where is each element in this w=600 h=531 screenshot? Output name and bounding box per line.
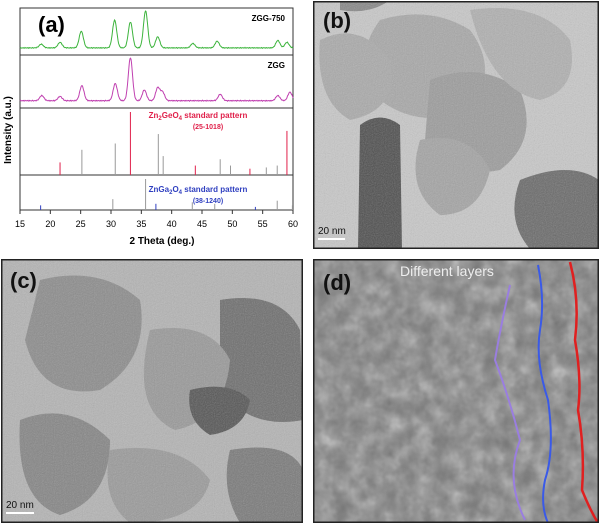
plot-frame bbox=[19, 7, 294, 211]
x-tick-label: 25 bbox=[76, 219, 86, 229]
x-axis-label: 2 Theta (deg.) bbox=[129, 236, 194, 247]
label-part: 2 bbox=[158, 116, 162, 122]
y-axis-label: Intensity (a.u.) bbox=[3, 96, 14, 164]
x-tick-label: 30 bbox=[106, 219, 116, 229]
xrd-trace bbox=[19, 10, 294, 49]
x-tick-label: 20 bbox=[45, 219, 55, 229]
label-part: 2 bbox=[169, 190, 173, 196]
label-part: O bbox=[172, 185, 178, 194]
label-part: 4 bbox=[179, 116, 183, 122]
label-part: Zn bbox=[149, 111, 159, 120]
x-tick-label: 40 bbox=[167, 219, 177, 229]
reference-code: (25-1018) bbox=[193, 124, 223, 131]
x-tick-label: 55 bbox=[258, 219, 268, 229]
x-tick-label: 60 bbox=[288, 219, 298, 229]
annotation: Different layers bbox=[400, 263, 494, 279]
panel-label: (b) bbox=[323, 8, 351, 33]
scale-bar-label: 20 nm bbox=[318, 226, 346, 237]
x-tick-label: 45 bbox=[197, 219, 207, 229]
trace-label: ZGG-750 bbox=[252, 14, 286, 23]
label-part: GeO bbox=[162, 111, 179, 120]
label-part: standard pattern bbox=[182, 111, 247, 120]
trace-label: ZGG bbox=[268, 61, 285, 70]
tem-image-b bbox=[313, 1, 599, 249]
x-tick-label: 35 bbox=[136, 219, 146, 229]
tem-image-c bbox=[1, 259, 303, 523]
panel-label: (a) bbox=[38, 12, 65, 37]
scale-bar-label: 20 nm bbox=[6, 500, 34, 511]
label-part: ZnGa bbox=[149, 185, 170, 194]
panel-label: (c) bbox=[10, 268, 37, 293]
xrd-trace bbox=[19, 57, 294, 102]
label-part: standard pattern bbox=[182, 185, 247, 194]
reference-label: ZnGa2O4 standard pattern bbox=[149, 185, 248, 196]
x-tick-label: 15 bbox=[15, 219, 25, 229]
label-part: 4 bbox=[179, 190, 183, 196]
reference-label: Zn2GeO4 standard pattern bbox=[149, 111, 248, 122]
tem-image-d bbox=[313, 259, 599, 523]
xrd-panel: (a) 2 Theta (deg.) Intensity (a.u.) 15 20… bbox=[3, 7, 298, 247]
x-tick-label: 50 bbox=[227, 219, 237, 229]
panel-label: (d) bbox=[323, 270, 351, 295]
reference-code: (38-1240) bbox=[193, 198, 223, 205]
